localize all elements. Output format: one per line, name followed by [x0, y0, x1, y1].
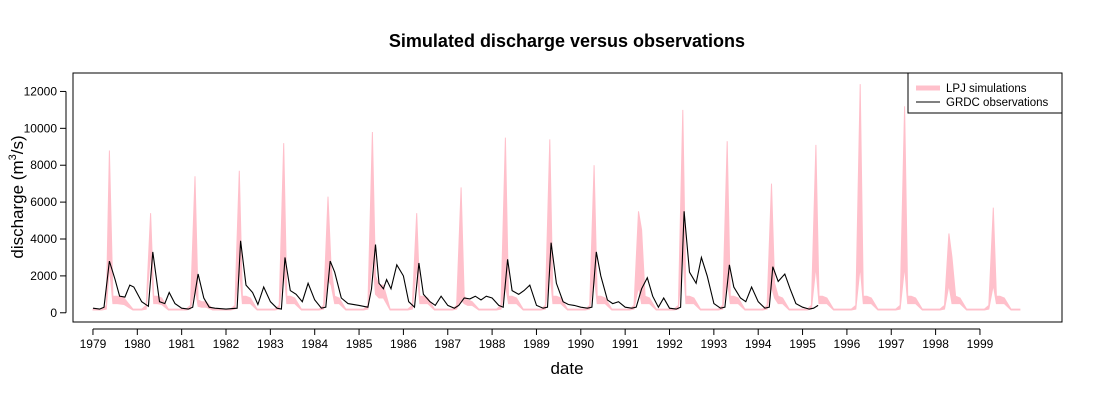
y-tick-label: 4000 [30, 232, 57, 246]
y-tick-label: 6000 [30, 195, 57, 209]
legend-grdc-label: GRDC observations [946, 97, 1049, 109]
legend: LPJ simulations GRDC observations [907, 72, 1063, 114]
x-tick-label: 1979 [80, 337, 107, 351]
x-tick-label: 1997 [878, 337, 905, 351]
y-axis-title-suffix: /s) [8, 135, 27, 154]
x-tick-label: 1991 [612, 337, 639, 351]
y-axis: 0 2000 4000 6000 8000 10000 12000 [24, 84, 67, 320]
x-tick-label: 1988 [479, 337, 506, 351]
grdc-observations-line [92, 211, 819, 310]
x-tick-label: 1980 [124, 337, 151, 351]
plot-area [92, 84, 1021, 311]
x-tick-label: 1984 [301, 337, 328, 351]
y-tick-label: 10000 [24, 121, 58, 135]
x-tick-label: 1998 [922, 337, 949, 351]
legend-lpj-label: LPJ simulations [946, 83, 1027, 95]
x-tick-label: 1982 [213, 337, 240, 351]
y-tick-label: 0 [50, 306, 57, 320]
y-tick-label: 2000 [30, 269, 57, 283]
x-tick-label: 1993 [701, 337, 728, 351]
x-tick-label: 1990 [567, 337, 594, 351]
y-tick-label: 12000 [24, 84, 58, 98]
x-axis-title: date [550, 359, 583, 378]
x-tick-label: 1994 [745, 337, 772, 351]
x-tick-label: 1989 [523, 337, 550, 351]
x-tick-label: 1986 [390, 337, 417, 351]
x-tick-label: 1999 [967, 337, 994, 351]
x-tick-label: 1996 [834, 337, 861, 351]
legend-box [907, 72, 1063, 114]
plot-frame [72, 72, 1063, 323]
lpj-simulations-band [92, 84, 1021, 311]
x-tick-label: 1995 [789, 337, 816, 351]
grdc-observations-line-layer [92, 211, 819, 310]
y-tick-label: 8000 [30, 158, 57, 172]
x-axis: 1979 1980 1981 1982 1983 1984 1985 1986 1987 1988… [80, 328, 994, 351]
y-axis-title: discharge (m3/s) [7, 135, 27, 258]
y-axis-title-superscript: 3 [7, 154, 19, 160]
y-axis-title-main: discharge (m [8, 160, 27, 258]
chart-title: Simulated discharge versus observations [389, 31, 745, 51]
x-tick-label: 1983 [257, 337, 284, 351]
x-tick-label: 1981 [168, 337, 195, 351]
x-tick-label: 1987 [434, 337, 461, 351]
x-tick-label: 1985 [346, 337, 373, 351]
x-tick-label: 1992 [656, 337, 683, 351]
lpj-simulations-band-layer [92, 84, 1021, 311]
